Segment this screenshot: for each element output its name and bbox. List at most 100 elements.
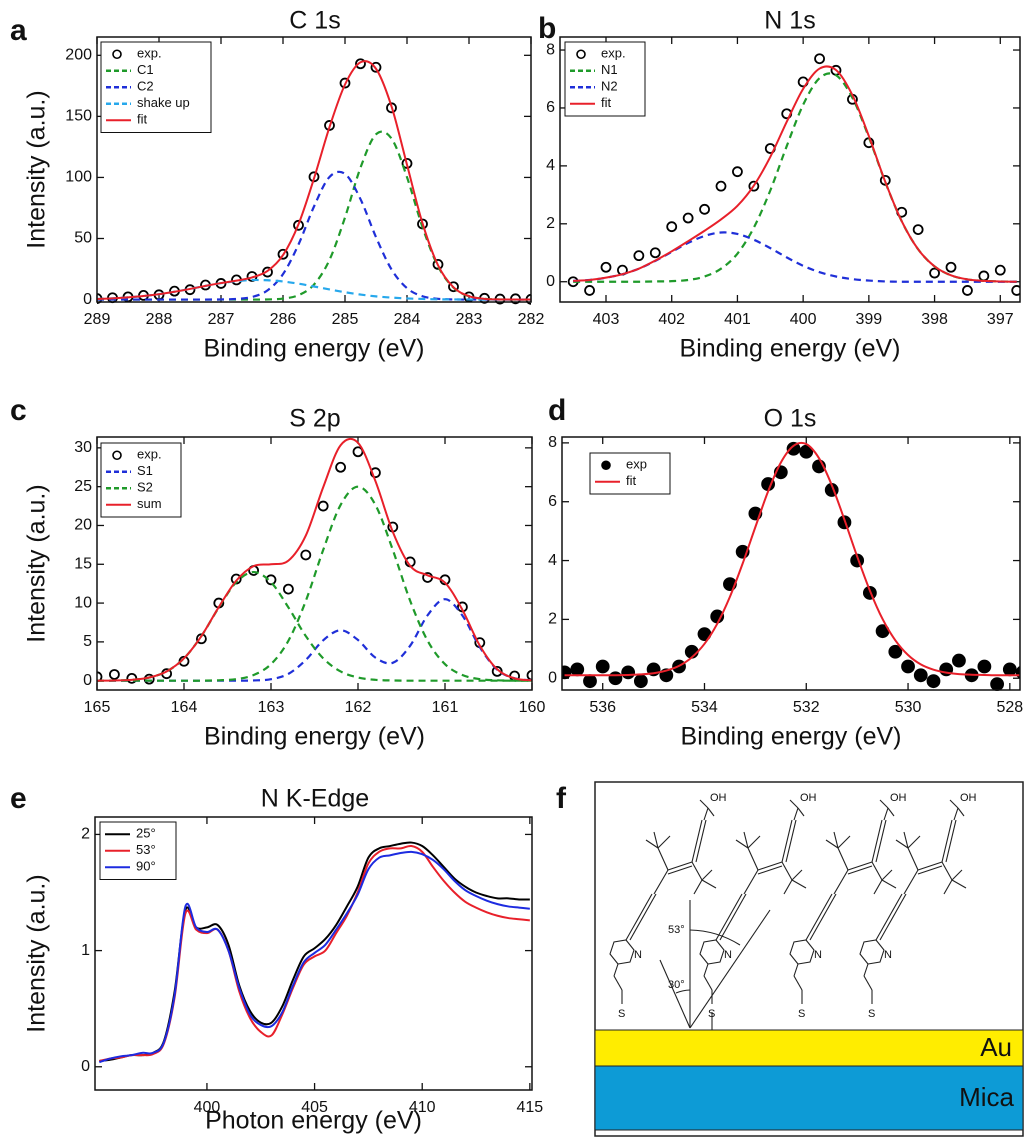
x-tick-label: 289 (84, 311, 111, 328)
data-point (699, 203, 710, 215)
legend-label: shake up (137, 95, 190, 110)
y-tick-label: 4 (548, 552, 557, 569)
data-point (282, 583, 294, 595)
y-tick-label: 4 (546, 157, 555, 174)
legend-label: 25° (136, 826, 156, 841)
x-tick-label: 532 (793, 699, 820, 716)
legend-label: 53° (136, 842, 156, 857)
y-tick-label: 25 (74, 478, 92, 495)
data-point (786, 441, 801, 456)
data-line (97, 438, 532, 682)
plot-area (98, 841, 530, 1064)
data-point (682, 212, 694, 224)
data-point (684, 644, 699, 659)
legend-label: N1 (601, 62, 618, 77)
atom-label: OH (710, 792, 727, 804)
data-point (262, 266, 273, 278)
y-tick-label: 2 (546, 215, 555, 232)
data-point (901, 659, 915, 674)
y-tick-label: 50 (74, 230, 92, 247)
x-tick-label: 534 (691, 699, 718, 716)
data-point (814, 53, 825, 65)
chart-title: N K-Edge (261, 785, 369, 813)
x-tick-label: 403 (593, 311, 620, 328)
y-tick-label: 5 (83, 633, 92, 650)
data-point (748, 180, 760, 192)
legend-marker (601, 460, 611, 471)
data-point (978, 270, 990, 282)
atom-label: S (618, 1008, 625, 1020)
y-tick-label: 6 (548, 493, 557, 510)
layer-label: Au (980, 1032, 1012, 1062)
y-tick-label: 1 (81, 942, 90, 959)
data-point (584, 285, 595, 296)
legend-label: fit (626, 473, 637, 488)
panel-letter: a (10, 14, 27, 47)
x-tick-label: 401 (724, 311, 751, 328)
data-line (97, 170, 531, 301)
data-point (621, 665, 636, 680)
y-tick-label: 30 (74, 439, 92, 456)
plot-area (97, 58, 531, 305)
x-tick-label: 400 (790, 311, 817, 328)
data-point (491, 665, 503, 677)
legend-label: exp. (601, 46, 626, 61)
layer-label: Mica (959, 1082, 1014, 1112)
atom-label: OH (960, 792, 977, 804)
legend-marker (576, 49, 586, 60)
chart-panel: d O 1s Binding energy (eV) 536 534 532 530 528 0… (548, 394, 1023, 751)
x-axis-label: Binding energy (eV) (204, 335, 425, 363)
x-tick-label: 285 (332, 311, 359, 328)
chart-title: N 1s (764, 7, 815, 35)
panel-letter: e (10, 782, 27, 815)
data-point (370, 61, 382, 73)
data-point (317, 500, 329, 512)
data-point (799, 444, 814, 459)
y-axis-label: Intensity (a.u.) (23, 874, 51, 1032)
x-tick-label: 405 (301, 1099, 328, 1116)
legend-label: exp. (137, 46, 162, 61)
y-tick-label: 150 (65, 108, 92, 125)
data-line (564, 441, 1020, 677)
data-point (265, 574, 277, 586)
chart-title: O 1s (764, 405, 817, 433)
legend-label: C2 (137, 79, 154, 94)
data-point (448, 281, 459, 293)
data-point (600, 261, 612, 273)
angle-label: 53° (668, 924, 685, 936)
x-tick-label: 163 (258, 699, 285, 716)
x-axis-label: Binding energy (eV) (681, 723, 902, 751)
y-tick-label: 10 (74, 594, 92, 611)
data-point (109, 669, 120, 680)
data-point (945, 261, 957, 273)
data-line (97, 570, 532, 682)
data-line (97, 60, 531, 301)
legend-label: exp. (137, 447, 162, 462)
legend-label: exp (626, 457, 647, 472)
x-tick-label: 282 (518, 311, 545, 328)
atom-label: S (798, 1008, 805, 1020)
x-tick-label: 400 (194, 1099, 221, 1116)
y-axis-label: Intensity (a.u.) (23, 484, 51, 642)
data-point (1002, 662, 1017, 677)
chart-panel: e N K-Edge Photon energy (eV) Intensity (a.… (10, 782, 543, 1135)
y-tick-label: 0 (83, 291, 92, 308)
data-point (369, 467, 381, 479)
y-tick-label: 200 (65, 47, 92, 64)
chart-panel: a C 1s Binding energy (eV) Intensity (a.u.)… (10, 7, 544, 363)
legend-label: fit (601, 95, 612, 110)
data-point (633, 674, 648, 689)
data-point (355, 58, 366, 70)
chart-panel: c S 2p Binding energy (eV) Intensity (a.u.)… (10, 394, 545, 751)
atom-label: N (634, 949, 642, 961)
data-point (526, 669, 532, 681)
data-point (666, 221, 678, 233)
atom-label: N (884, 949, 892, 961)
plot-area (567, 53, 1020, 296)
y-tick-label: 8 (548, 434, 557, 451)
x-tick-label: 160 (519, 699, 546, 716)
x-tick-label: 528 (996, 699, 1023, 716)
plot-area (97, 438, 532, 685)
legend-label: S2 (137, 480, 153, 495)
data-point (732, 166, 743, 178)
